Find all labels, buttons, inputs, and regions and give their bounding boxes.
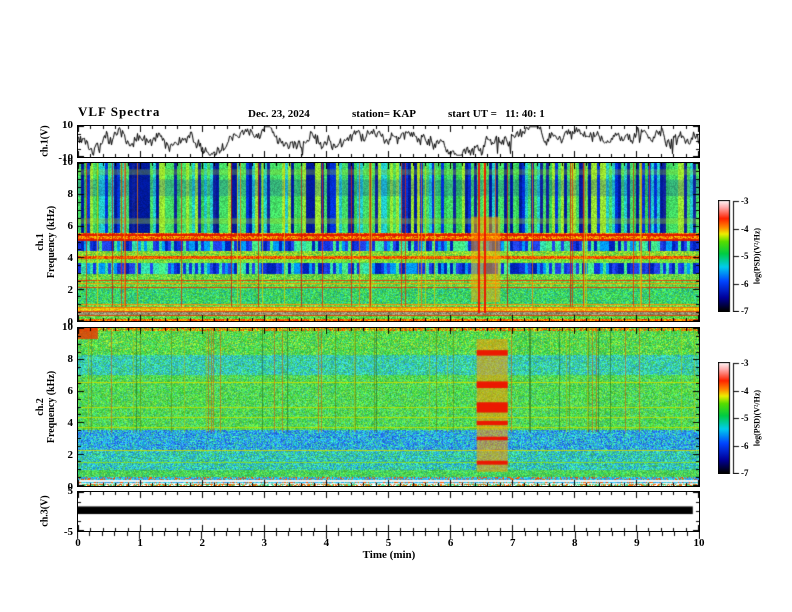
time-tick-label: 10 bbox=[693, 537, 705, 549]
frequency-tick-label: 6 bbox=[67, 385, 74, 397]
time-tick-label: 6 bbox=[447, 537, 454, 549]
colorbar-tick-label: -6 bbox=[741, 440, 749, 451]
ch3-voltage-tick-label: -5 bbox=[63, 526, 73, 538]
ch2-colorbar-unit-label: log(PSD)(V²/Hz) bbox=[752, 389, 762, 447]
ch1-spectrogram-panel bbox=[77, 162, 700, 322]
frequency-tick-label: 0 bbox=[67, 316, 74, 328]
time-tick-label: 9 bbox=[634, 537, 640, 549]
ch2-colorbar bbox=[718, 362, 740, 479]
frequency-tick-label: 8 bbox=[67, 353, 74, 365]
ch1-spectrogram-canvas bbox=[78, 163, 699, 321]
frequency-tick-label: 4 bbox=[67, 252, 74, 264]
ch1-colorbar bbox=[718, 200, 740, 317]
ch3-waveform-canvas bbox=[78, 492, 699, 531]
time-tick-label: 4 bbox=[323, 537, 330, 549]
ch1-voltage-tick-label: -10 bbox=[58, 152, 73, 164]
frequency-tick-label: 0 bbox=[67, 481, 74, 493]
ch3-voltage-tick-label: 5 bbox=[67, 485, 74, 497]
colorbar-tick-label: -4 bbox=[741, 385, 749, 396]
colorbar-tick-label: -3 bbox=[741, 196, 749, 206]
ch1-frequency-axis-label: ch.1 Frequency (kHz) bbox=[35, 206, 57, 278]
frequency-tick-label: 4 bbox=[67, 417, 74, 429]
ch3-waveform-panel bbox=[77, 491, 700, 532]
colorbar-tick-label: -5 bbox=[741, 251, 749, 261]
plot-date: Dec. 23, 2024 bbox=[248, 108, 310, 120]
colorbar-tick-label: -7 bbox=[741, 306, 749, 316]
ch2-spectrogram-panel bbox=[77, 327, 700, 487]
frequency-tick-label: 8 bbox=[67, 188, 74, 200]
ch1-waveform-panel bbox=[77, 125, 700, 158]
frequency-tick-label: 6 bbox=[67, 220, 74, 232]
ch2-frequency-axis-label: ch.2 Frequency (kHz) bbox=[35, 371, 57, 443]
ch2-spectrogram-canvas bbox=[78, 328, 699, 486]
time-tick-label: 5 bbox=[385, 537, 392, 549]
frequency-tick-label: 10 bbox=[62, 321, 73, 333]
ch2-label: ch.2 bbox=[35, 398, 46, 416]
ch1-waveform-canvas bbox=[78, 126, 699, 157]
ch1-colorbar-unit-label: log(PSD)(V²/Hz) bbox=[752, 227, 762, 285]
time-tick-label: 3 bbox=[261, 537, 268, 549]
ch2-colorbar-canvas bbox=[718, 362, 740, 474]
ch1-colorbar-canvas bbox=[718, 200, 740, 312]
frequency-tick-label: 2 bbox=[67, 284, 74, 296]
time-tick-label: 0 bbox=[75, 537, 81, 549]
colorbar-tick-label: -4 bbox=[741, 223, 749, 234]
colorbar-tick-label: -7 bbox=[741, 468, 749, 478]
time-tick-label: 7 bbox=[509, 537, 516, 549]
ch1-frequency-unit-label: Frequency (kHz) bbox=[46, 205, 57, 279]
ch2-frequency-unit-label: Frequency (kHz) bbox=[46, 370, 57, 444]
colorbar-tick-label: -5 bbox=[741, 413, 749, 423]
colorbar-tick-label: -3 bbox=[741, 358, 749, 368]
time-axis-label: Time (min) bbox=[362, 549, 416, 561]
time-tick-label: 2 bbox=[199, 537, 205, 549]
ch3-voltage-axis-label: ch.3(V) bbox=[39, 495, 51, 527]
time-tick-label: 1 bbox=[137, 537, 143, 549]
time-tick-label: 8 bbox=[572, 537, 578, 549]
frequency-tick-label: 2 bbox=[67, 449, 74, 461]
plot-title: VLF Spectra bbox=[78, 104, 161, 119]
colorbar-tick-label: -6 bbox=[741, 278, 749, 289]
plot-start-ut: start UT = 11: 40: 1 bbox=[448, 108, 545, 120]
ch1-voltage-tick-label: 10 bbox=[62, 119, 73, 131]
plot-station: station= KAP bbox=[352, 108, 417, 120]
time-axis-ticks bbox=[77, 532, 700, 542]
frequency-tick-label: 10 bbox=[62, 156, 73, 168]
ch1-label: ch.1 bbox=[35, 233, 46, 251]
